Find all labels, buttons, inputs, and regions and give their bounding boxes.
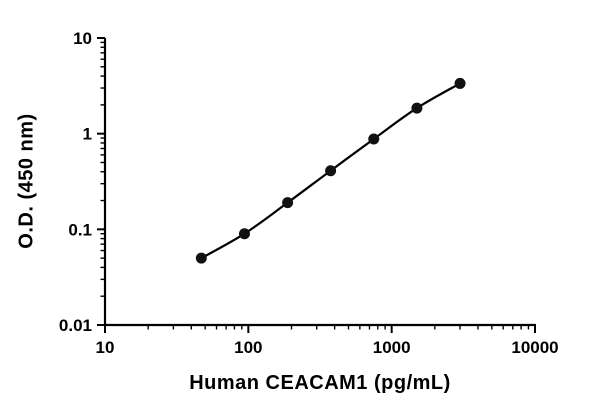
data-point-marker (325, 165, 337, 177)
data-point-marker (411, 102, 423, 114)
y-tick-label: 10 (73, 29, 92, 48)
x-tick-label: 100 (234, 338, 262, 357)
y-tick-label: 0.01 (59, 316, 92, 335)
y-tick-label: 0.1 (68, 220, 92, 239)
x-tick-label: 1000 (373, 338, 411, 357)
data-point-marker (238, 228, 250, 240)
data-point-marker (368, 133, 380, 145)
y-tick-label: 1 (83, 125, 92, 144)
x-axis-title: Human CEACAM1 (pg/mL) (189, 372, 451, 394)
data-point-marker (195, 252, 207, 264)
x-tick-label: 10 (96, 338, 115, 357)
data-point-marker (454, 77, 466, 89)
data-point-marker (282, 197, 294, 209)
x-tick-label: 10000 (511, 338, 558, 357)
y-axis-title: O.D. (450 nm) (15, 113, 38, 249)
